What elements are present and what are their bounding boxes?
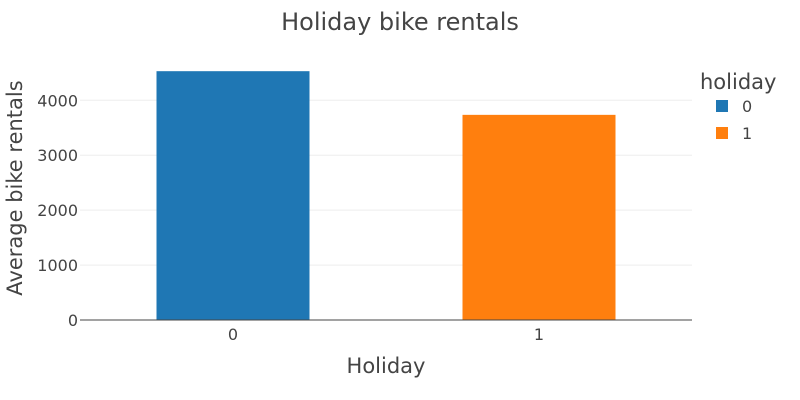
legend-label: 0	[742, 97, 752, 116]
x-tick-label: 0	[228, 325, 238, 344]
bar-1[interactable]	[462, 114, 616, 320]
y-axis-title: Average bike rentals	[3, 80, 27, 295]
legend-swatch	[716, 127, 728, 139]
y-axis-ticks: 0 1000 2000 3000 4000	[37, 91, 78, 330]
y-tick-label: 1000	[37, 256, 78, 275]
bars	[156, 71, 616, 320]
y-tick-label: 3000	[37, 146, 78, 165]
y-tick-label: 0	[68, 311, 78, 330]
x-tick-label: 1	[534, 325, 544, 344]
legend-item-0[interactable]: 0	[716, 97, 752, 116]
x-axis-title: Holiday	[347, 354, 426, 378]
legend-items[interactable]: 01	[716, 97, 752, 143]
legend-label: 1	[742, 124, 752, 143]
legend-swatch	[716, 100, 728, 112]
legend[interactable]: holiday 01	[700, 70, 776, 143]
y-tick-label: 4000	[37, 91, 78, 110]
legend-item-1[interactable]: 1	[716, 124, 752, 143]
chart-title: Holiday bike rentals	[281, 8, 519, 36]
bar-0[interactable]	[156, 71, 310, 320]
y-tick-label: 2000	[37, 201, 78, 220]
legend-title: holiday	[700, 70, 776, 94]
